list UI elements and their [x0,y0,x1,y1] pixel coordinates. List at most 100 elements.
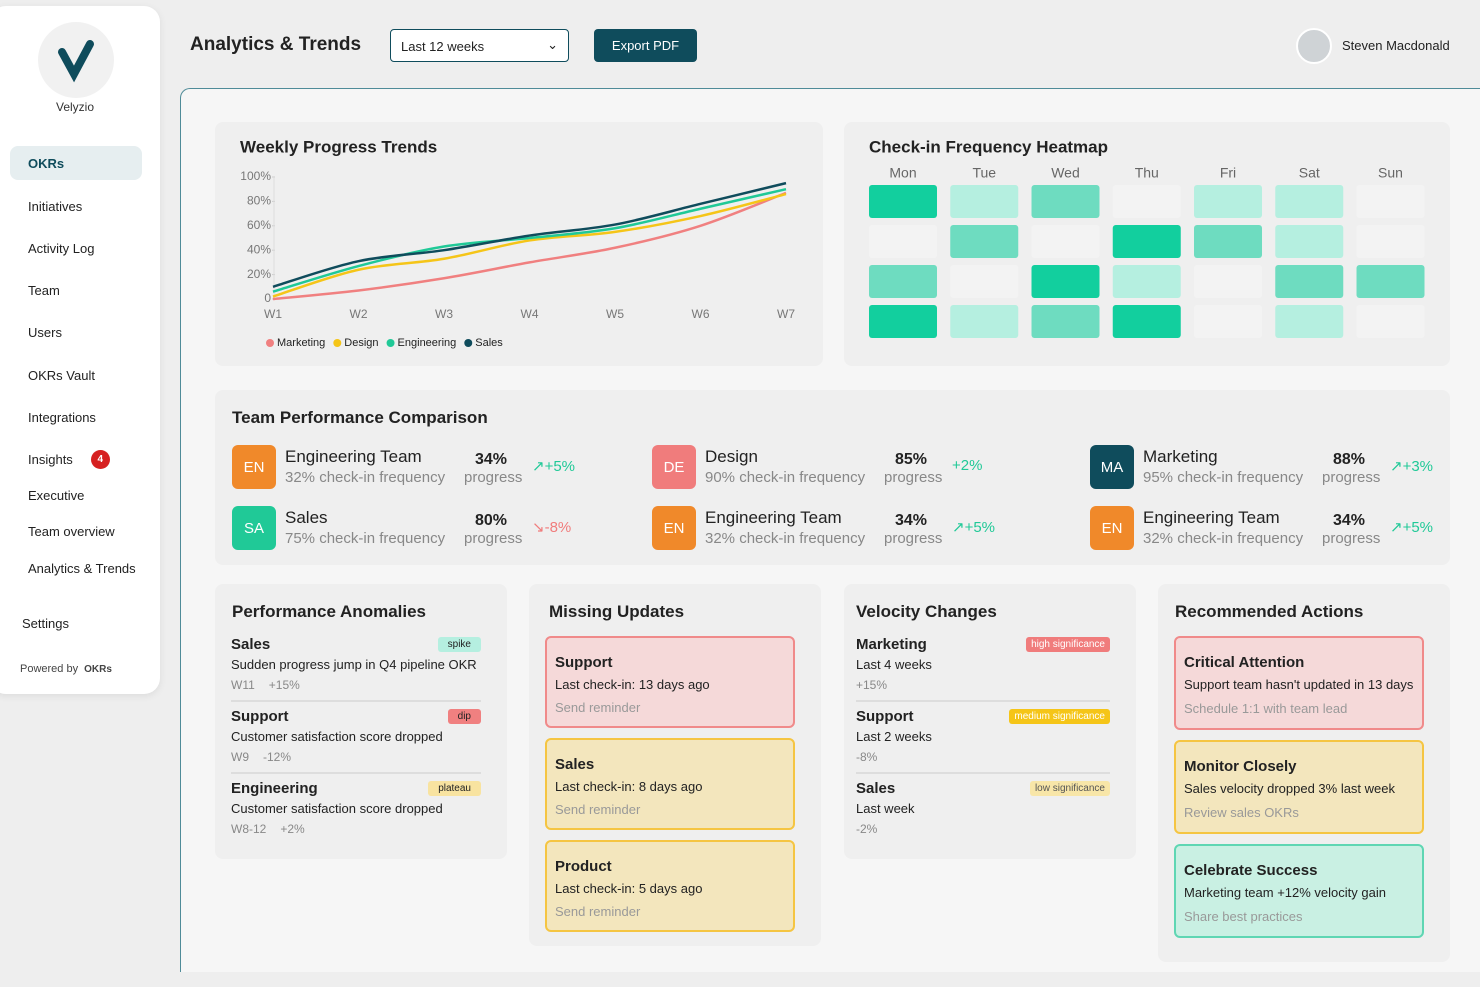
heat-cell [1275,305,1344,338]
action-description: Support team hasn't updated in 13 days [1184,677,1414,692]
team-change: ↗+3% [1390,458,1434,475]
y-tick-label: 0 [264,291,271,305]
anomaly-change: +15% [268,678,300,692]
update-action: Send reminder [555,904,641,919]
anomaly-head: Sales spike [231,636,481,653]
team-progress: 34% [1333,512,1366,529]
nav-item[interactable]: Analytics & Trends [10,551,142,585]
last-checkin: Last check-in: 8 days ago [555,779,703,794]
heat-cell [1194,185,1263,218]
team-frequency: 32% check-in frequency [705,530,866,547]
team-change: +2% [952,457,983,474]
day-label: Sun [1378,165,1403,181]
progress-label: progress [1322,530,1381,547]
team-avatar: SA [232,506,276,550]
nav-label: Integrations [28,409,96,425]
team-frequency: 32% check-in frequency [1143,530,1304,547]
nav-item[interactable]: Integrations [10,400,142,434]
day-label: Thu [1135,165,1159,181]
alert-box: Monitor Closely Sales velocity dropped 3%… [1174,740,1424,834]
nav-label: OKRs [28,155,65,171]
update-name: Support [555,654,613,671]
anomaly-period: W9 [231,750,249,764]
nav-label: Settings [22,615,69,631]
heat-cell [1112,305,1181,338]
y-tick-label: 80% [247,194,271,208]
team-progress: 34% [475,451,508,468]
x-tick-label: W1 [264,307,282,321]
anomaly-name: Sales [231,636,271,653]
alert-box: Product Last check-in: 5 days ago Send rem… [545,840,795,932]
legend-label: Marketing [277,337,325,349]
team-name: Engineering Team [285,447,422,466]
export-button[interactable]: Export PDF [594,29,697,62]
heat-cell [1356,225,1425,258]
team-avatar: EN [232,445,276,489]
nav-item[interactable]: Team overview [10,514,142,548]
weekly-card: Weekly Progress Trends 0 20% 40% 60% 80% 100%… [215,122,823,366]
nav-item[interactable]: Activity Log [10,231,142,265]
anomaly-change: -12% [263,750,292,764]
x-tick-label: W3 [435,307,453,321]
nav-item[interactable]: OKRs [10,146,142,180]
y-tick-label: 60% [247,218,271,232]
x-tick-label: W5 [606,307,624,321]
x-tick-label: W4 [521,307,539,321]
anomaly-period: W11 [231,678,255,692]
legend-dot [464,339,473,347]
team-progress: 85% [895,451,928,468]
nav-label: Insights [28,451,73,467]
heat-cell [869,225,937,258]
nav-settings[interactable]: Settings [10,606,142,640]
powered-label: Powered by [20,663,79,675]
range-select[interactable]: Last 12 weeks ⌄ [390,29,569,62]
team-item: DE Design 90% check-in frequency 85% progres… [652,445,1002,489]
legend-item: Sales [464,337,503,349]
missing-card: Missing Updates Support Last check-in: 13… [529,584,821,946]
nav-label: OKRs Vault [28,367,95,383]
alert-box: Celebrate Success Marketing team +12% vel… [1174,844,1424,938]
missing-title: Missing Updates [549,602,685,621]
y-tick-label: 100% [240,169,271,183]
team-progress: 88% [1333,451,1366,468]
heat-cell [1356,265,1425,298]
velocity-period: Last 2 weeks [856,729,932,744]
action-title: Monitor Closely [1184,758,1297,775]
velocity-name: Marketing [856,636,927,653]
user-avatar[interactable] [1296,28,1332,64]
team-progress: 34% [895,512,928,529]
user-name[interactable]: Steven Macdonald [1342,38,1450,53]
nav-item[interactable]: Insights 4 [10,442,142,476]
progress-label: progress [1322,469,1381,486]
velocity-list: Marketing high significance Last 4 weeks +1… [856,630,1110,844]
team-title: Team Performance Comparison [232,408,488,427]
heat-cell [869,265,937,298]
legend-dot [386,339,395,347]
legend-item: Engineering [386,337,456,349]
action-title: Celebrate Success [1184,862,1318,879]
logo-stroke [58,40,94,83]
nav-item[interactable]: Users [10,315,142,349]
team-progress: 80% [475,512,508,529]
x-tick-label: W6 [692,307,710,321]
anomaly-head: Support dip [231,708,481,725]
team-frequency: 95% check-in frequency [1143,469,1304,486]
team-item: EN Engineering Team 32% check-in frequency… [1090,506,1440,550]
nav-label: Team overview [28,523,115,539]
series-line [272,191,787,301]
legend-dot [333,339,342,347]
nav-item[interactable]: OKRs Vault [10,358,142,392]
nav-item[interactable]: Initiatives [10,189,142,223]
recommended-title: Recommended Actions [1175,602,1364,621]
nav-label: Analytics & Trends [28,560,136,576]
team-avatar: DE [652,445,696,489]
team-change: ↗+5% [1390,519,1434,536]
powered-logo: OKRs [84,663,112,675]
nav-label: Executive [28,487,85,503]
team-frequency: 90% check-in frequency [705,469,866,486]
update-action: Send reminder [555,700,641,715]
action-step: Schedule 1:1 with team lead [1184,701,1348,716]
nav-item[interactable]: Team [10,273,142,307]
nav-item[interactable]: Executive [10,478,142,512]
anomaly-period: W8-12 [231,822,267,836]
